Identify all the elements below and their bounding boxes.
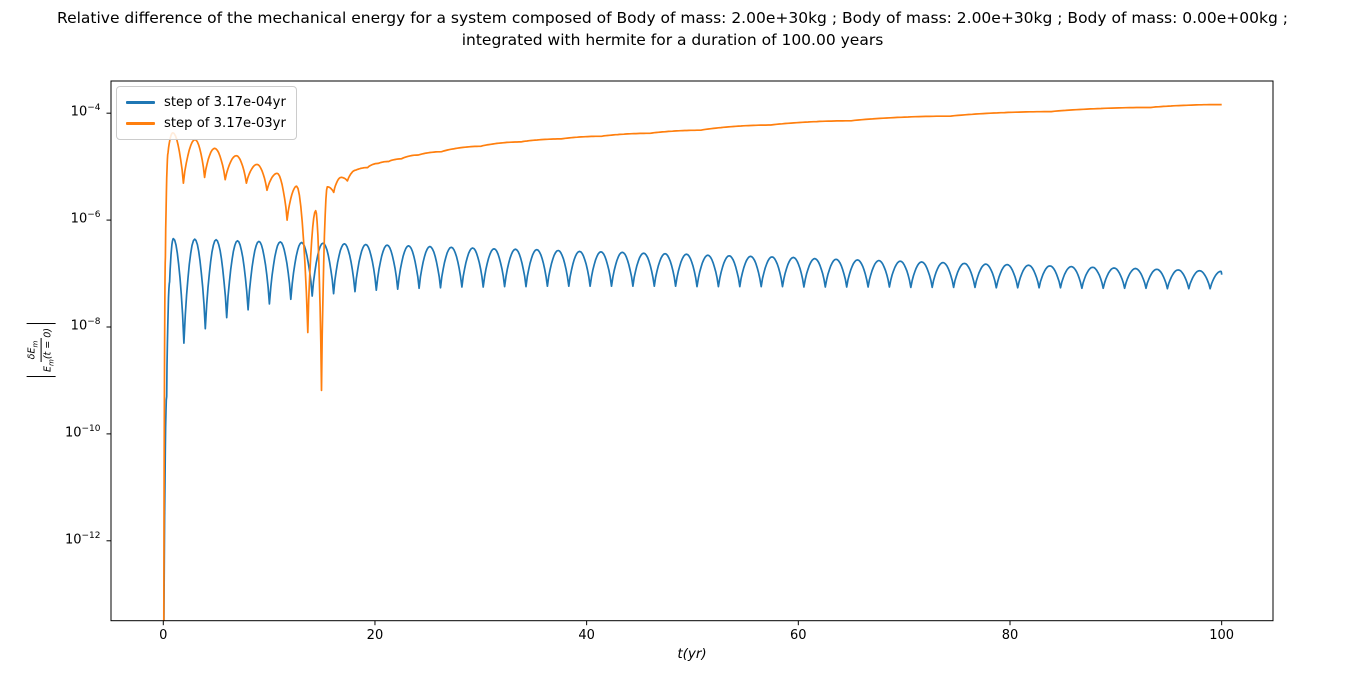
chart-title-line2: integrated with hermite for a duration o… <box>461 31 884 50</box>
y-tick-label: 10−6 <box>70 210 101 227</box>
ylabel-denominator: Em(t = 0) <box>42 327 56 373</box>
legend-item-0: step of 3.17e-04yr <box>126 94 286 111</box>
legend-swatch-orange <box>126 122 155 125</box>
y-tick-label: 10−10 <box>64 423 101 441</box>
series-line-1 <box>162 103 1222 621</box>
x-tick-label: 80 <box>1001 628 1019 643</box>
legend-label-0: step of 3.17e-04yr <box>164 95 286 110</box>
x-tick-label: 40 <box>578 628 595 643</box>
x-tick-label: 60 <box>790 628 807 643</box>
x-tick-label: 20 <box>366 628 384 643</box>
x-tick-label: 100 <box>1209 628 1235 643</box>
y-tick-label: 10−12 <box>64 530 101 548</box>
chart-title: Relative difference of the mechanical en… <box>0 7 1345 52</box>
x-axis-label: t(yr) <box>677 646 707 662</box>
ylabel-numerator: δEm <box>26 337 42 363</box>
legend-swatch-blue <box>126 101 155 104</box>
y-axis-label: δEm Em(t = 0) <box>26 322 56 378</box>
legend: step of 3.17e-04yr step of 3.17e-03yr <box>116 86 297 140</box>
legend-item-1: step of 3.17e-03yr <box>126 115 286 132</box>
legend-label-1: step of 3.17e-03yr <box>164 116 286 131</box>
y-tick-label: 10−8 <box>70 316 101 334</box>
abs-bar-left <box>26 376 56 378</box>
abs-bar-right <box>26 322 56 324</box>
ylabel-fraction: δEm Em(t = 0) <box>26 324 56 376</box>
chart-title-line1: Relative difference of the mechanical en… <box>57 9 1288 27</box>
series-line-0 <box>163 237 1223 621</box>
y-tick-label: 10−4 <box>70 103 101 120</box>
x-tick-label: 0 <box>159 628 168 643</box>
